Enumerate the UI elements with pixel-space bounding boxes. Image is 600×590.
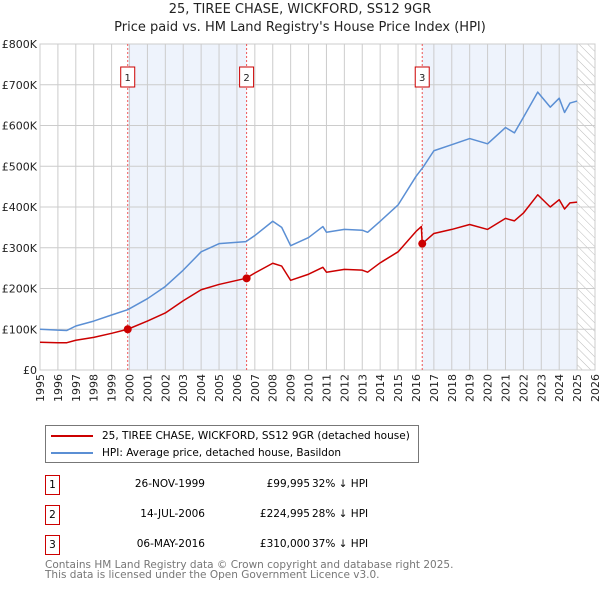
footer: Contains HM Land Registry data © Crown c… <box>45 559 454 581</box>
x-tick-label: 2011 <box>320 374 333 402</box>
plot-area: 1995 1996 1997 1998 1999 2000 2001 2002 2003 2004… <box>2 38 600 402</box>
sale-marker-label: 2 <box>243 73 249 84</box>
x-tick-label: 2026 <box>589 374 600 402</box>
x-tick-label: 2003 <box>177 374 190 402</box>
sale-point <box>242 274 251 283</box>
x-tick-label: 2015 <box>392 374 405 402</box>
sale-hpi-diff: 32% ↓ HPI <box>312 478 369 490</box>
legend-label: 25, TIREE CHASE, WICKFORD, SS12 9GR (det… <box>102 430 410 442</box>
y-tick-label: £400K <box>2 201 38 214</box>
y-tick-label: £600K <box>2 120 38 133</box>
sale-price: £310,000 <box>259 538 310 550</box>
sale-hpi-diff: 28% ↓ HPI <box>312 508 369 520</box>
x-tick-label: 1998 <box>88 374 101 402</box>
x-tick-label: 2019 <box>464 374 477 402</box>
sale-badge: 1 <box>45 475 60 495</box>
y-tick-label: £300K <box>2 242 38 255</box>
footer-line: This data is licensed under the Open Gov… <box>45 569 380 581</box>
x-tick-label: 2025 <box>571 374 584 402</box>
y-tick-label: £100K <box>2 323 38 336</box>
x-tick-label: 2002 <box>159 374 172 402</box>
x-tick-label: 2005 <box>213 374 226 402</box>
sale-marker-box <box>120 66 136 88</box>
legend-item-property: 25, TIREE CHASE, WICKFORD, SS12 9GR (det… <box>51 428 410 444</box>
y-tick-label: £0 <box>23 364 37 377</box>
sale-badge: 3 <box>45 535 60 555</box>
sale-price: £224,995 <box>259 508 310 520</box>
x-tick-label: 1999 <box>106 374 119 402</box>
sale-row: 1 26-NOV-1999 £99,995 32% ↓ HPI <box>45 475 445 495</box>
x-tick-label: 2016 <box>410 374 423 402</box>
x-tick-label: 2006 <box>231 374 244 402</box>
sale-hpi-diff: 37% ↓ HPI <box>312 538 369 550</box>
x-tick-label: 2024 <box>553 374 566 402</box>
x-tick-label: 2004 <box>195 374 208 402</box>
x-tick-label: 2022 <box>517 374 530 402</box>
sale-date: 14-JUL-2006 <box>140 508 205 520</box>
sale-marker-box <box>239 66 255 88</box>
x-tick-label: 1995 <box>34 374 47 402</box>
footer-line: Contains HM Land Registry data © Crown c… <box>45 559 454 571</box>
y-tick-label: £700K <box>2 79 38 92</box>
sale-date: 26-NOV-1999 <box>134 478 205 490</box>
series-line <box>39 194 578 344</box>
x-tick-label: 2008 <box>267 374 280 402</box>
x-tick-label: 2007 <box>249 374 262 402</box>
x-tick-label: 2012 <box>338 374 351 402</box>
x-tick-label: 2001 <box>141 374 154 402</box>
sale-date: 06-MAY-2016 <box>136 538 205 550</box>
legend-swatch <box>51 452 93 454</box>
x-tick-label: 2010 <box>303 374 316 402</box>
legend: 25, TIREE CHASE, WICKFORD, SS12 9GR (det… <box>45 425 419 463</box>
x-tick-label: 2017 <box>428 374 441 402</box>
x-tick-label: 1996 <box>52 374 65 402</box>
chart-subtitle: Price paid vs. HM Land Registry's House … <box>114 20 486 35</box>
legend-item-hpi: HPI: Average price, detached house, Basi… <box>51 445 341 461</box>
x-tick-label: 2021 <box>499 374 512 402</box>
legend-swatch <box>51 435 93 437</box>
y-tick-label: £800K <box>2 38 38 51</box>
x-tick-label: 2014 <box>374 374 387 402</box>
x-tick-label: 2023 <box>535 374 548 402</box>
legend-label: HPI: Average price, detached house, Basi… <box>102 447 342 459</box>
x-tick-label: 2020 <box>482 374 495 402</box>
sale-row: 2 14-JUL-2006 £224,995 28% ↓ HPI <box>45 505 445 525</box>
sale-marker-label: 3 <box>419 73 425 84</box>
chart-title: 25, TIREE CHASE, WICKFORD, SS12 9GR <box>168 2 432 17</box>
series-line <box>39 91 578 332</box>
sale-price: £99,995 <box>266 478 310 490</box>
sale-badge: 2 <box>45 505 60 525</box>
plot-border <box>39 43 596 371</box>
x-tick-label: 2018 <box>446 374 459 402</box>
sale-point <box>123 325 132 334</box>
x-tick-label: 1997 <box>70 374 83 402</box>
sale-point <box>418 239 427 248</box>
sale-marker-label: 1 <box>125 73 131 84</box>
x-tick-label: 2009 <box>285 374 298 402</box>
y-tick-label: £500K <box>2 160 38 173</box>
sale-row: 3 06-MAY-2016 £310,000 37% ↓ HPI <box>45 535 445 555</box>
y-tick-label: £200K <box>2 283 38 296</box>
sale-marker-box <box>414 66 430 88</box>
x-tick-label: 2013 <box>356 374 369 402</box>
x-tick-label: 2000 <box>124 374 137 402</box>
